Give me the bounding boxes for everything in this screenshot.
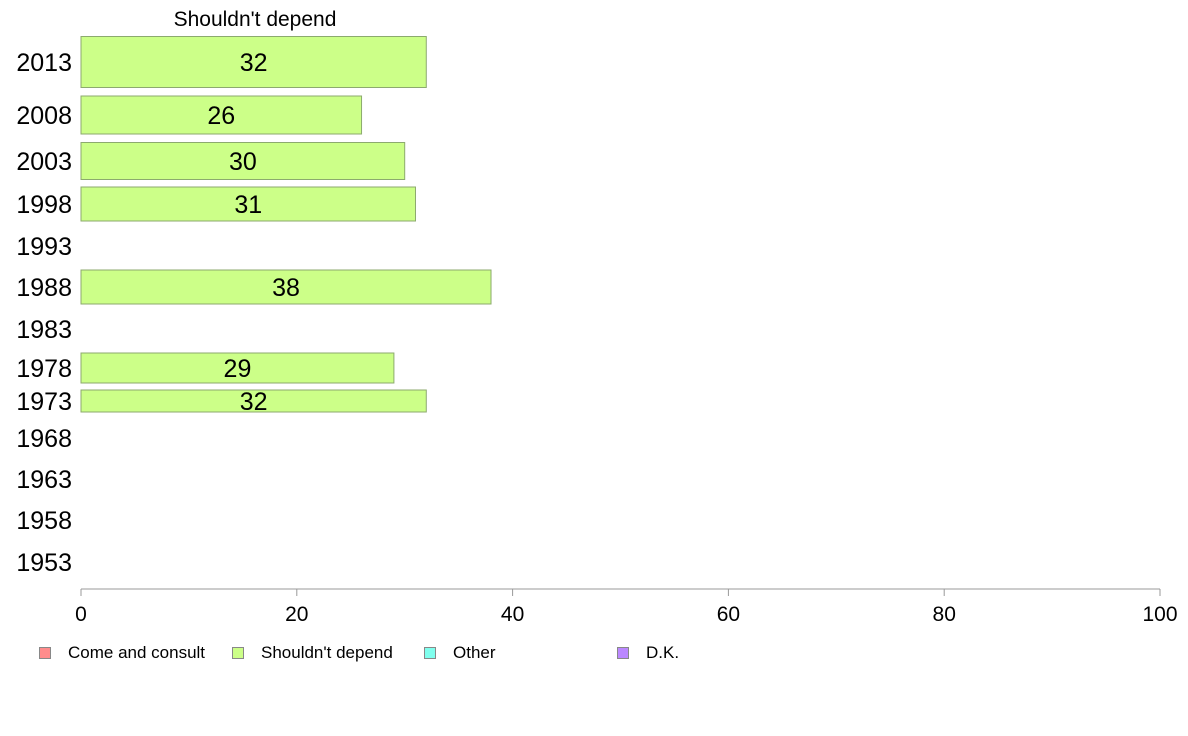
- data-label: 32: [240, 49, 268, 77]
- x-tick-label: 40: [501, 603, 524, 626]
- y-tick-label: 2003: [16, 148, 72, 176]
- bar: [80, 269, 492, 305]
- y-tick-label: 2008: [16, 102, 72, 130]
- bar: [80, 95, 363, 135]
- legend-swatch: [424, 647, 436, 659]
- data-label: 31: [234, 191, 262, 219]
- y-tick-label: 1963: [16, 466, 72, 494]
- x-tick-label: 100: [1142, 603, 1177, 626]
- x-tick-label: 80: [933, 603, 956, 626]
- y-tick-label: 1993: [16, 233, 72, 261]
- x-tick-label: 20: [285, 603, 308, 626]
- data-label: 38: [272, 274, 300, 302]
- bar-chart: Shouldn't depend 2013 32 2008 26 2003 30 1998 3…: [16, 8, 1177, 626]
- y-tick-label: 1978: [16, 355, 72, 383]
- legend-swatch: [39, 647, 51, 659]
- x-tick-label: 0: [75, 603, 87, 626]
- y-tick-label: 1953: [16, 549, 72, 577]
- bar: [80, 352, 395, 384]
- data-label: 26: [207, 102, 235, 130]
- bar: [80, 186, 416, 222]
- legend: Come and consult Shouldn't depend Other …: [0, 641, 1188, 665]
- legend-item-other: Other: [424, 641, 496, 665]
- data-label: 30: [229, 148, 257, 176]
- x-tick-label: 60: [717, 603, 740, 626]
- bar: [80, 389, 427, 413]
- legend-label: Other: [453, 643, 496, 662]
- y-tick-label: 2013: [16, 49, 72, 77]
- y-tick-label: 1983: [16, 316, 72, 344]
- data-label: 32: [240, 388, 268, 416]
- y-tick-label: 1973: [16, 388, 72, 416]
- y-tick-label: 1968: [16, 425, 72, 453]
- legend-label: Come and consult: [68, 643, 206, 662]
- legend-swatch: [232, 647, 244, 659]
- legend-item-dk: D.K.: [617, 641, 679, 665]
- legend-label: Shouldn't depend: [261, 643, 393, 662]
- y-tick-label: 1988: [16, 274, 72, 302]
- legend-item-come-and-consult: Come and consult: [39, 641, 205, 665]
- data-label: 29: [224, 355, 252, 383]
- y-tick-label: 1998: [16, 191, 72, 219]
- bar: [80, 142, 406, 180]
- chart-title: Shouldn't depend: [174, 8, 337, 31]
- y-tick-label: 1958: [16, 507, 72, 535]
- bar: [80, 36, 427, 88]
- legend-label: D.K.: [646, 643, 680, 662]
- legend-swatch: [617, 647, 629, 659]
- legend-item-shouldnt-depend: Shouldn't depend: [232, 641, 393, 665]
